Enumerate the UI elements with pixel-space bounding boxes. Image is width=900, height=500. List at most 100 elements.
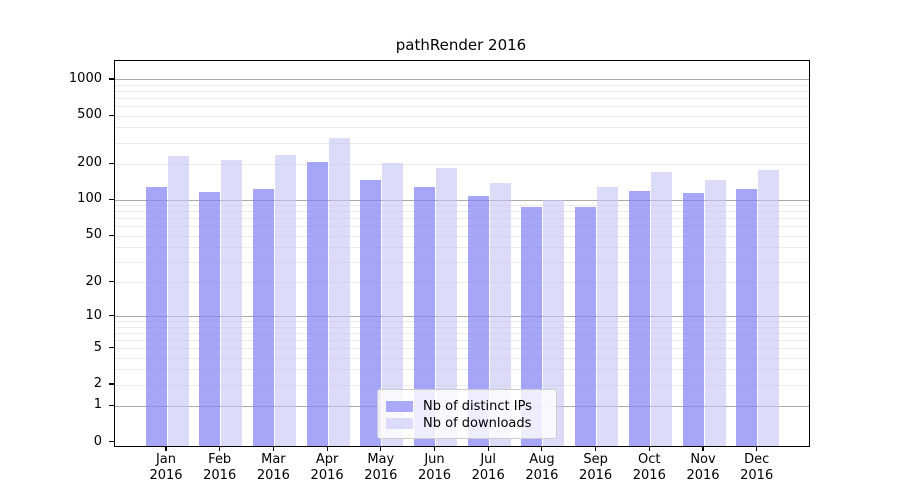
legend-swatch-downloads [386,417,413,429]
y-axis-tick-label: 1 [93,397,102,413]
minor-gridline [115,369,809,371]
bar-distinct-ips [414,187,435,446]
y-axis-tick-label: 200 [77,155,102,171]
y-axis-tick-label: 50 [85,227,102,243]
minor-gridline [115,226,809,228]
minor-gridline [115,163,809,165]
x-axis-tick [648,446,650,451]
y-axis-tick [109,162,114,164]
bar-downloads [167,156,189,446]
bar-downloads [704,179,726,446]
minor-gridline [115,326,809,328]
x-axis-tick [326,446,328,451]
bar-downloads [274,155,296,446]
chart-title: pathRender 2016 [395,36,527,54]
minor-gridline [115,84,809,86]
x-axis-tick-label: Feb 2016 [203,452,237,483]
minor-gridline [115,321,809,323]
x-axis-tick [595,446,597,451]
legend-label-distinct-ips: Nb of distinct IPs [423,398,532,414]
bar-downloads [650,171,672,446]
x-axis-tick-label: Mar 2016 [256,452,290,483]
x-axis-tick [756,446,758,451]
bar-distinct-ips [467,196,489,446]
x-axis-tick [165,446,167,451]
x-axis-tick-label: May 2016 [364,452,398,483]
y-axis-tick-label: 500 [77,107,102,123]
x-axis-tick-label: Aug 2016 [525,452,559,483]
legend-swatch-ips [386,400,413,412]
x-axis-tick-label: Apr 2016 [310,452,344,483]
bar-distinct-ips [199,191,221,446]
x-axis-tick-label: Jun 2016 [417,452,452,483]
minor-gridline [115,261,809,263]
y-axis-tick [109,383,114,385]
legend-item-distinct-ips: Nb of distinct IPs [386,398,532,414]
minor-gridline [115,235,809,237]
minor-gridline [115,91,809,93]
minor-gridline [115,211,809,213]
bar-downloads [489,183,511,446]
x-axis-tick-label: Dec 2016 [740,452,774,483]
major-gridline [115,199,809,201]
x-axis-tick-label: Oct 2016 [632,452,666,483]
bar-downloads [597,186,619,446]
y-axis-tick-label: 10 [85,307,102,323]
x-axis-tick-label: Jul 2016 [471,452,505,483]
y-axis-tick-label: 5 [93,339,102,355]
minor-gridline [115,340,809,342]
x-axis-tick [380,446,382,451]
major-gridline [115,316,809,318]
y-axis-tick [109,78,114,80]
y-axis-tick-label: 1000 [68,70,102,86]
y-axis-tick-label: 0 [93,433,102,449]
minor-gridline [115,127,809,129]
minor-gridline [115,218,809,220]
x-axis-tick [219,446,221,451]
bar-distinct-ips [306,162,328,446]
minor-gridline [115,142,809,144]
x-axis-tick [541,446,543,451]
bar-distinct-ips [682,192,704,446]
major-gridline [115,79,809,81]
bar-distinct-ips [736,189,758,446]
minor-gridline [115,348,809,350]
y-axis-tick [109,347,114,349]
y-axis-tick [109,114,114,116]
legend-item-downloads: Nb of downloads [386,415,532,431]
y-axis-tick-label: 100 [77,191,102,207]
minor-gridline [115,384,809,386]
y-axis-tick-label: 2 [93,376,102,391]
y-axis-tick [109,198,114,200]
minor-gridline [115,98,809,100]
y-axis-tick [109,441,114,443]
x-axis-tick-label: Sep 2016 [579,452,613,483]
y-axis-tick [109,281,114,283]
minor-gridline [115,333,809,334]
legend-label-downloads: Nb of downloads [423,415,532,431]
x-axis-tick-label: Nov 2016 [686,452,720,483]
minor-gridline [115,357,809,359]
y-axis-tick-label: 20 [85,273,102,289]
x-axis-tick [487,446,489,451]
legend: Nb of distinct IPs Nb of downloads [377,389,557,439]
x-axis-tick [702,446,704,451]
bar-downloads [328,138,350,446]
x-axis-tick-label: Jan 2016 [149,452,183,483]
minor-gridline [115,247,809,249]
x-axis-tick [272,446,274,451]
bar-distinct-ips [252,189,274,446]
x-axis-tick [433,446,436,451]
bar-downloads [543,199,565,446]
bar-downloads [382,163,404,446]
bar-distinct-ips [628,191,650,446]
minor-gridline [115,106,809,108]
bar-distinct-ips [145,186,167,446]
bar-distinct-ips [575,207,597,446]
bar-distinct-ips [360,179,382,446]
bar-downloads [758,169,780,446]
bar-downloads [221,159,243,446]
minor-gridline [115,205,809,207]
y-axis-tick [109,234,114,236]
